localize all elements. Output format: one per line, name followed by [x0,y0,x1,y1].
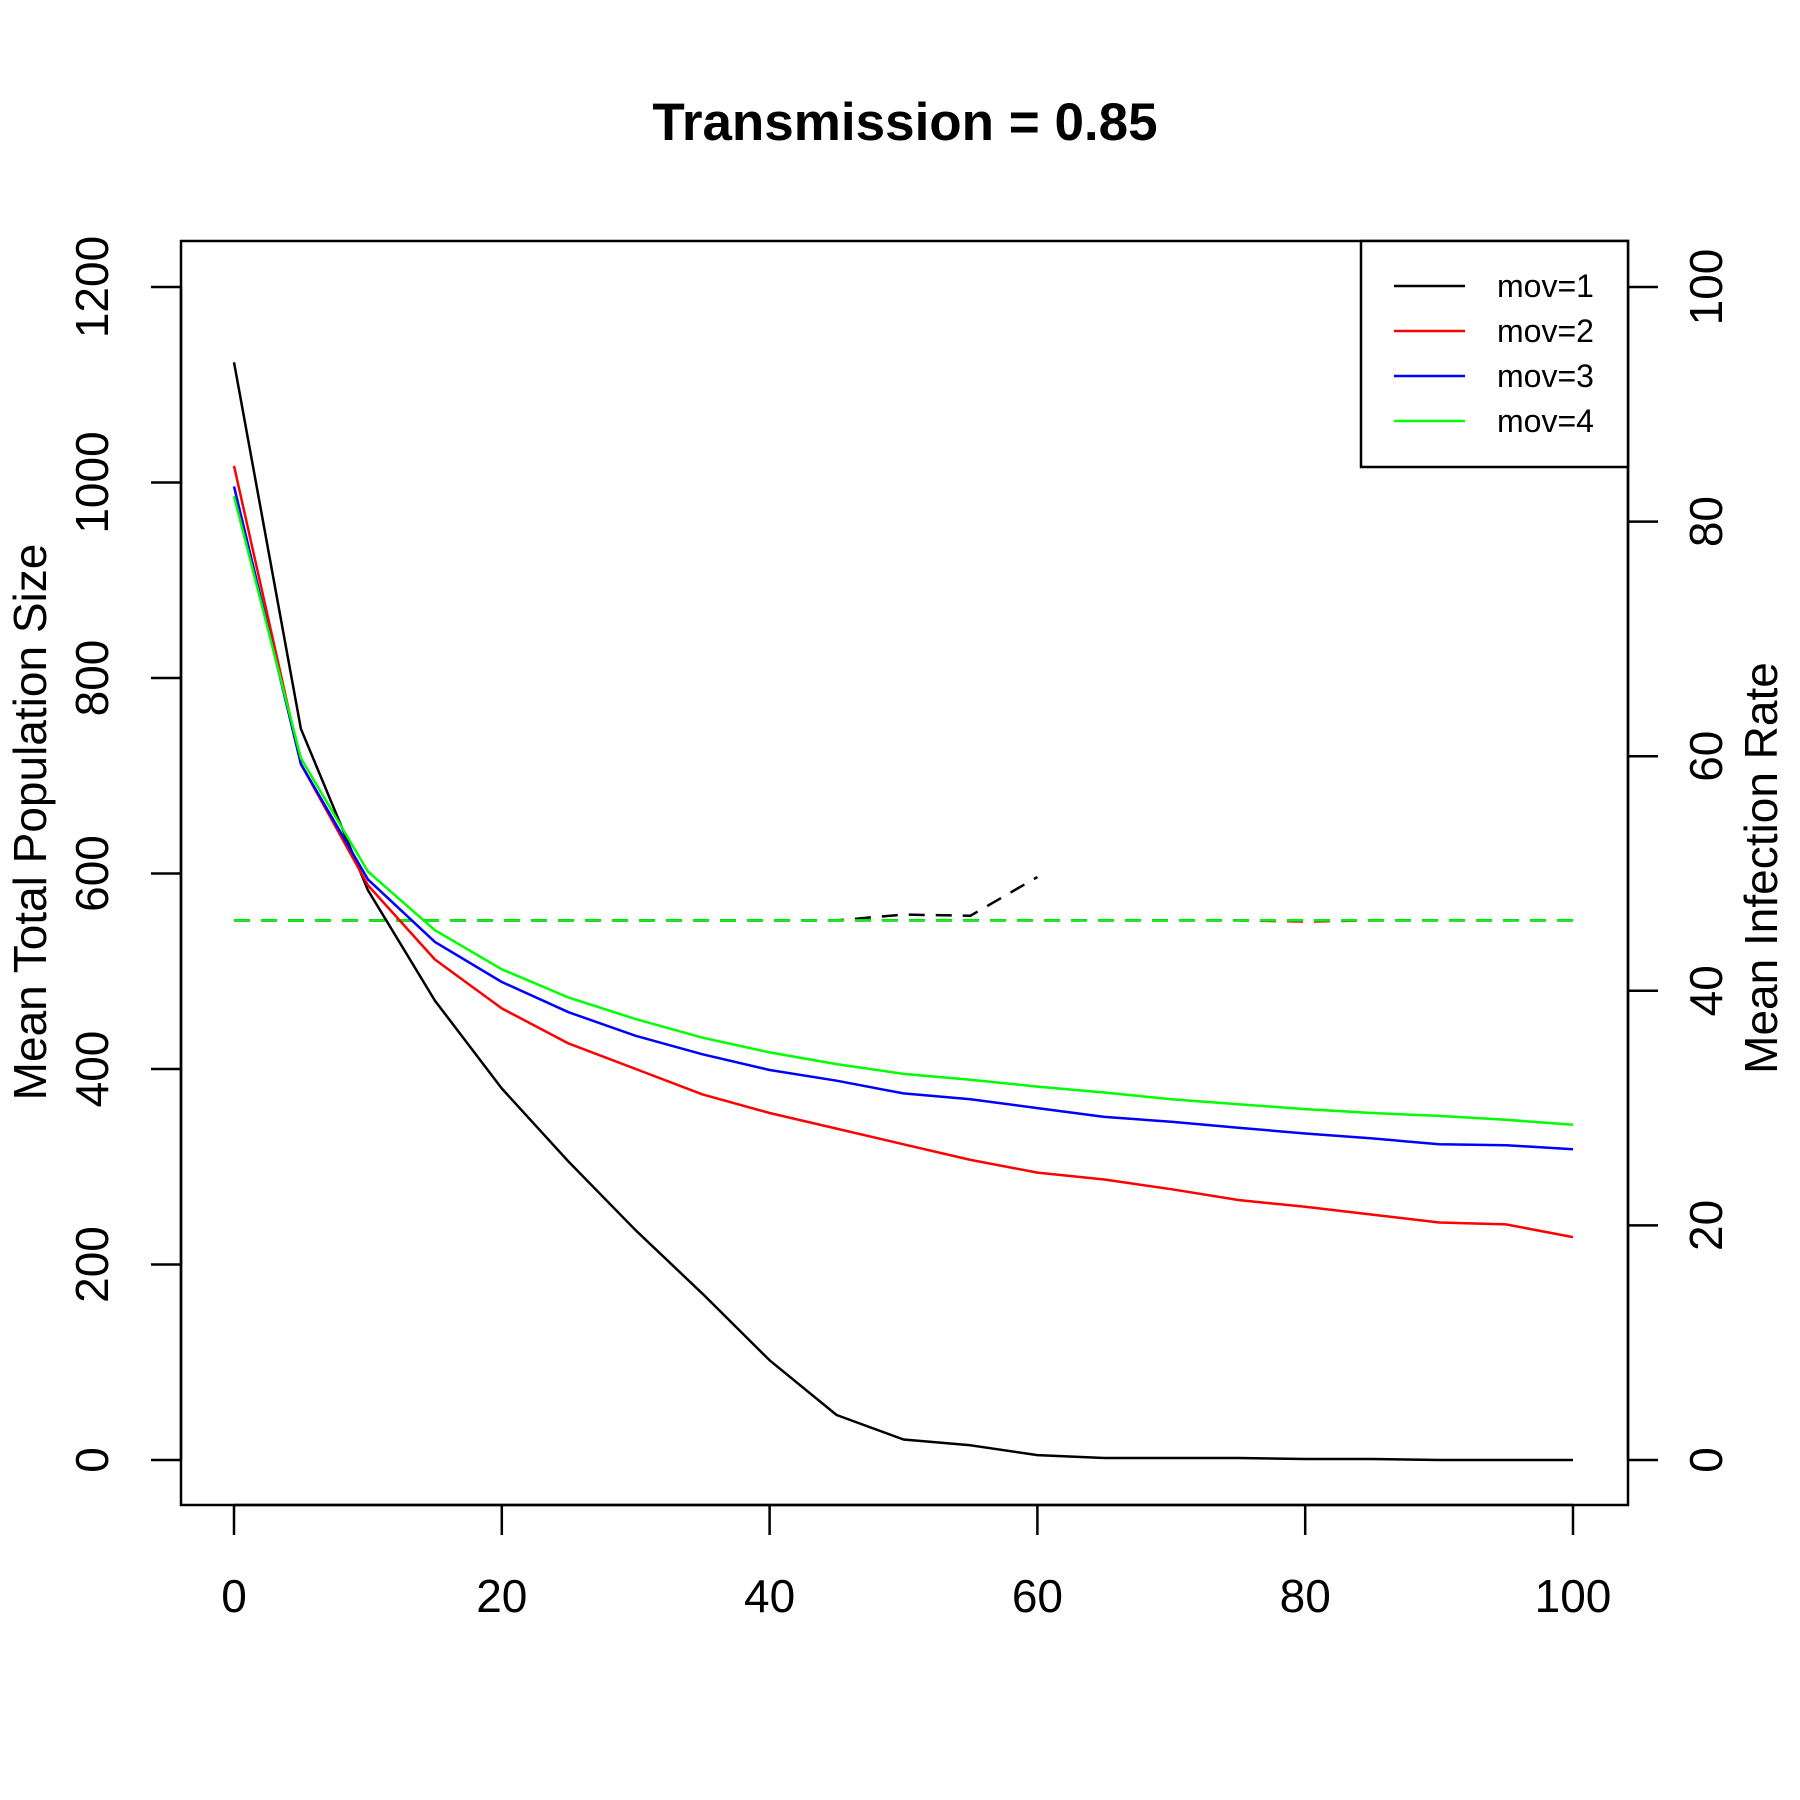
y2-tick-label: 100 [1680,249,1732,326]
y-tick-label: 200 [66,1226,118,1303]
legend-label: mov=1 [1497,268,1594,304]
legend-label: mov=4 [1497,403,1594,439]
y2-tick-label: 80 [1680,496,1732,547]
x-tick-label: 100 [1535,1570,1612,1622]
population-line-mov-4 [232,495,1574,1126]
x-tick-label: 80 [1280,1570,1331,1622]
y-tick-label: 600 [66,835,118,912]
infection-line-mov-1 [234,875,1039,922]
y-axis-right: 0 20 40 60 80 100 [1626,249,1732,1473]
y-axis-title: Mean Total Population Size [4,544,56,1101]
legend: mov=1 mov=2 mov=3 mov=4 [1359,239,1630,469]
population-line-mov-2 [232,465,1574,1239]
x-axis: 0 20 40 60 80 100 [221,1503,1612,1622]
population-lines [232,362,1574,1462]
y-tick-label: 800 [66,640,118,717]
infection-rate-lines [234,875,1573,923]
y-axis-left: 0 200 400 600 800 1000 1200 [66,236,183,1473]
x-tick-label: 0 [221,1570,247,1622]
legend-label: mov=3 [1497,358,1594,394]
x-tick-label: 40 [744,1570,795,1622]
y-tick-label: 1000 [66,431,118,533]
y2-tick-label: 0 [1680,1447,1732,1473]
legend-label: mov=2 [1497,313,1594,349]
x-tick-label: 20 [476,1570,527,1622]
population-line-mov-3 [232,486,1574,1151]
y2-axis-title: Mean Infection Rate [1735,662,1787,1074]
population-line-mov-1 [232,362,1573,1462]
y-tick-label: 400 [66,1031,118,1108]
x-tick-label: 60 [1012,1570,1063,1622]
y2-tick-label: 40 [1680,965,1732,1016]
legend-box [1359,239,1630,469]
y2-tick-label: 20 [1680,1200,1732,1251]
chart-title: Transmission = 0.85 [652,93,1157,152]
y-tick-label: 1200 [66,236,118,338]
y2-tick-label: 60 [1680,731,1732,782]
y-tick-label: 0 [66,1447,118,1473]
